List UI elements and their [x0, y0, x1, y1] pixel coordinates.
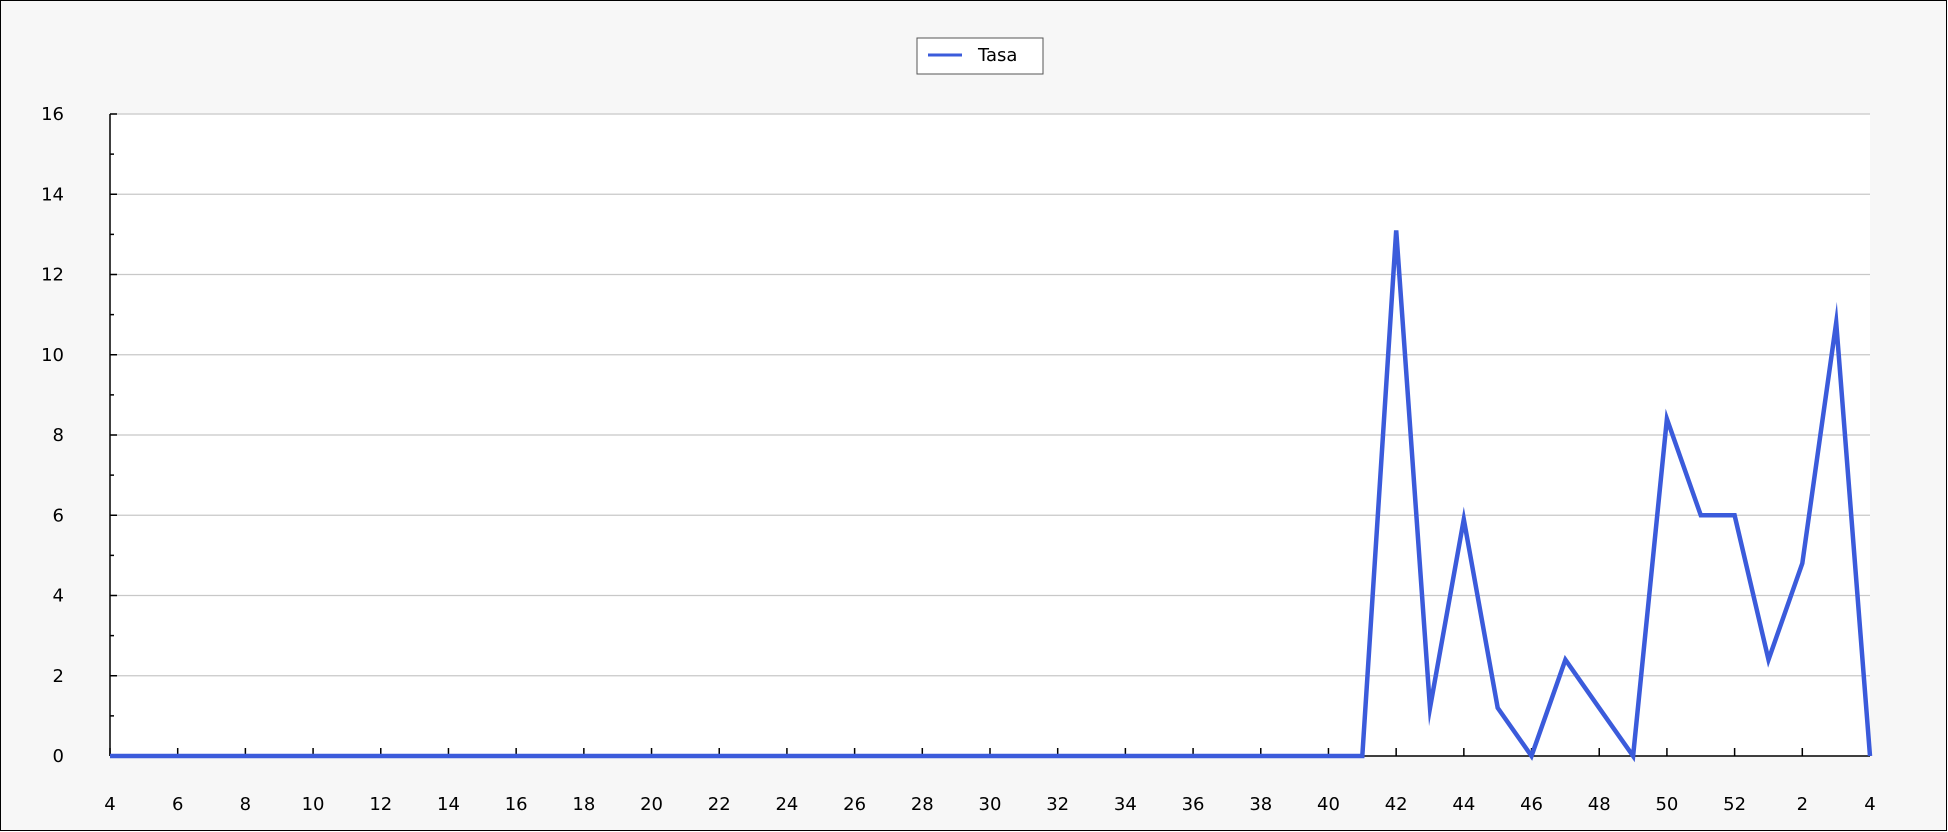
x-tick-label: 36 [1182, 794, 1205, 815]
x-tick-label: 10 [302, 794, 325, 815]
y-tick-label: 14 [41, 184, 64, 205]
x-tick-label: 44 [1452, 794, 1475, 815]
legend: Tasa [916, 37, 1044, 75]
y-tick-label: 2 [53, 666, 64, 687]
x-tick-label: 34 [1114, 794, 1137, 815]
x-tick-label: 14 [437, 794, 460, 815]
x-tick-label: 48 [1588, 794, 1611, 815]
x-tick-label: 42 [1385, 794, 1408, 815]
x-tick-label: 16 [505, 794, 528, 815]
y-tick-label: 10 [41, 345, 64, 366]
x-tick-label: 30 [979, 794, 1002, 815]
y-tick-label: 4 [53, 586, 64, 607]
x-tick-label: 12 [369, 794, 392, 815]
x-tick-label: 38 [1249, 794, 1272, 815]
x-tick-label: 52 [1723, 794, 1746, 815]
x-tick-label: 46 [1520, 794, 1543, 815]
x-tick-label: 50 [1655, 794, 1678, 815]
y-tick-label: 6 [53, 505, 64, 526]
x-tick-label: 22 [708, 794, 731, 815]
series-lines [110, 230, 1873, 763]
x-axis-ticks: 4 6 8 10 12 14 16 18 20 22 24 26 28 30 32 34 36 38 40 42 44 4… [104, 748, 1876, 815]
y-axis-ticks: 0 2 4 6 8 10 12 14 16 [41, 104, 117, 767]
y-tick-label: 0 [53, 746, 64, 767]
x-tick-label: 20 [640, 794, 663, 815]
x-tick-label: 28 [911, 794, 934, 815]
x-tick-label: 24 [775, 794, 798, 815]
x-tick-label: 8 [240, 794, 251, 815]
grid-lines [110, 113, 1870, 677]
x-tick-label: 4 [104, 794, 115, 815]
y-tick-label: 8 [53, 425, 64, 446]
x-tick-label: 26 [843, 794, 866, 815]
series-line-tasa [110, 230, 1873, 763]
x-tick-label: 40 [1317, 794, 1340, 815]
x-tick-label: 32 [1046, 794, 1069, 815]
y-tick-label: 12 [41, 265, 64, 286]
legend-label-tasa: Tasa [977, 45, 1017, 66]
x-tick-label: 2 [1797, 794, 1808, 815]
x-tick-label: 18 [572, 794, 595, 815]
y-tick-label: 16 [41, 104, 64, 125]
x-tick-label: 4 [1864, 794, 1875, 815]
x-tick-label: 6 [172, 794, 183, 815]
